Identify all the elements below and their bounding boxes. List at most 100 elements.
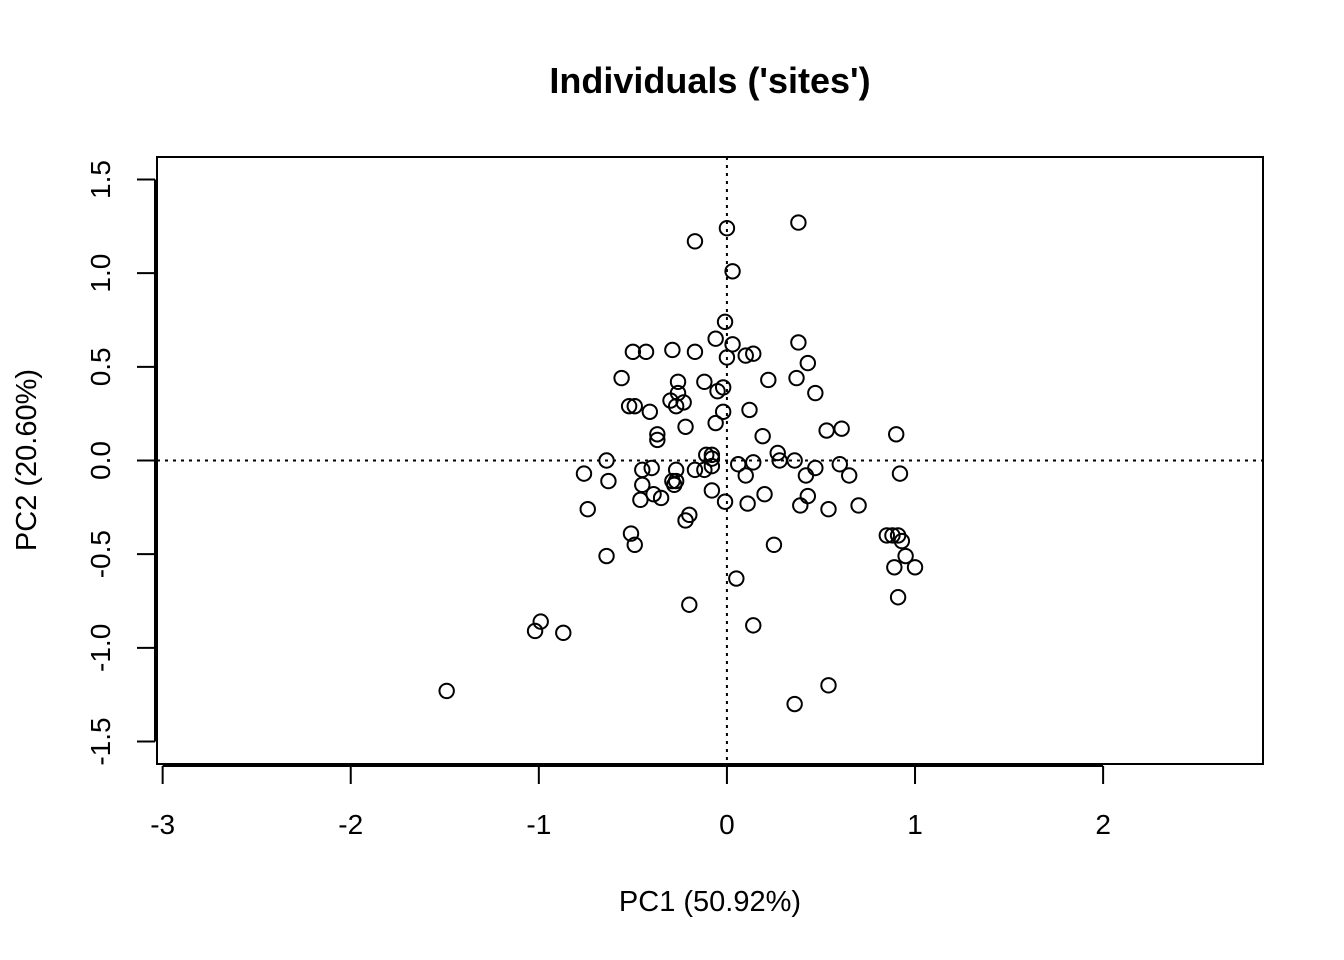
data-point <box>707 330 724 347</box>
data-point <box>652 489 670 507</box>
data-point <box>889 589 907 606</box>
y-tick-label: -1.5 <box>85 717 116 765</box>
x-axis: -3 -2 -1 0 1 2 <box>150 765 1111 840</box>
y-axis: -1.5 -1.0 -0.5 0.0 0.5 1.0 1.5 <box>85 160 156 766</box>
data-point <box>807 384 824 402</box>
y-axis-label: PC2 (20.60%) <box>11 369 43 551</box>
y-tick-label: 0.5 <box>85 347 116 386</box>
data-point <box>884 527 901 544</box>
data-point <box>718 349 736 366</box>
data-point <box>745 345 762 362</box>
data-point <box>649 426 666 443</box>
data-point <box>788 369 805 387</box>
data-point <box>737 467 754 484</box>
data-point <box>555 624 572 642</box>
data-point <box>598 452 615 469</box>
data-point <box>756 486 773 503</box>
data-point <box>696 373 713 391</box>
data-point <box>686 233 704 250</box>
data-point <box>613 369 630 387</box>
data-point <box>765 536 783 554</box>
data-point <box>786 452 803 469</box>
data-point <box>632 491 649 509</box>
x-tick-label: -2 <box>338 809 363 840</box>
chart-title: Individuals ('sites') <box>549 60 870 101</box>
data-point <box>681 596 698 613</box>
data-point <box>669 373 687 391</box>
data-point <box>786 695 803 713</box>
data-point <box>438 682 455 700</box>
data-point <box>643 459 660 477</box>
x-tick-label: 0 <box>719 809 735 840</box>
data-point <box>620 397 638 415</box>
data-point <box>820 677 837 694</box>
data-point <box>626 397 643 415</box>
data-point <box>790 334 807 351</box>
data-point <box>833 420 850 437</box>
data-point <box>724 263 741 280</box>
y-tick-label: 1.0 <box>85 254 116 293</box>
data-point <box>906 559 924 576</box>
data-point <box>575 465 593 482</box>
data-point <box>686 343 704 361</box>
data-point <box>893 532 911 550</box>
data-point <box>641 403 659 420</box>
data-point <box>891 465 909 482</box>
data-point <box>730 456 747 473</box>
x-tick-label: -1 <box>526 809 551 840</box>
data-point <box>886 559 903 576</box>
data-point <box>840 467 858 484</box>
data-point <box>714 403 732 420</box>
data-point <box>624 343 642 361</box>
data-point <box>820 501 837 518</box>
data-point <box>754 427 771 445</box>
data-point <box>637 343 655 361</box>
y-tick-label: -1.0 <box>85 624 116 672</box>
data-point <box>709 382 726 400</box>
data-point <box>675 394 692 411</box>
data-point <box>741 401 758 419</box>
data-point <box>707 414 724 432</box>
data-point <box>600 472 617 490</box>
data-point <box>667 397 685 415</box>
data-point <box>716 313 734 331</box>
data-point <box>664 341 681 359</box>
data-point <box>831 456 848 473</box>
data-point <box>696 461 713 479</box>
x-axis-label: PC1 (50.92%) <box>619 886 801 918</box>
data-point <box>888 426 905 443</box>
data-point <box>598 547 615 565</box>
data-point <box>703 450 721 467</box>
y-tick-label: 0.0 <box>85 441 116 480</box>
x-tick-label: 2 <box>1095 809 1111 840</box>
data-point <box>703 482 721 499</box>
data-point <box>728 570 745 587</box>
data-point <box>677 512 694 529</box>
data-point <box>677 418 694 435</box>
data-point <box>760 371 777 389</box>
y-tick-label: 1.5 <box>85 160 116 199</box>
scatter-points <box>438 214 924 713</box>
data-point <box>626 536 643 554</box>
data-point <box>666 476 683 494</box>
data-point <box>792 497 809 514</box>
data-point <box>703 457 721 475</box>
x-tick-label: 1 <box>907 809 923 840</box>
data-point <box>850 497 867 514</box>
data-point <box>878 527 896 544</box>
y-tick-label: -0.5 <box>85 530 116 578</box>
x-tick-label: -3 <box>150 809 175 840</box>
data-point <box>769 444 786 462</box>
data-point <box>739 495 756 512</box>
data-point <box>718 219 736 237</box>
data-point <box>716 493 734 510</box>
data-point <box>790 214 807 231</box>
data-point <box>737 347 754 364</box>
data-point <box>686 461 704 479</box>
data-point <box>797 467 815 484</box>
data-point <box>526 622 544 640</box>
data-point <box>532 613 549 630</box>
data-point <box>579 501 596 518</box>
